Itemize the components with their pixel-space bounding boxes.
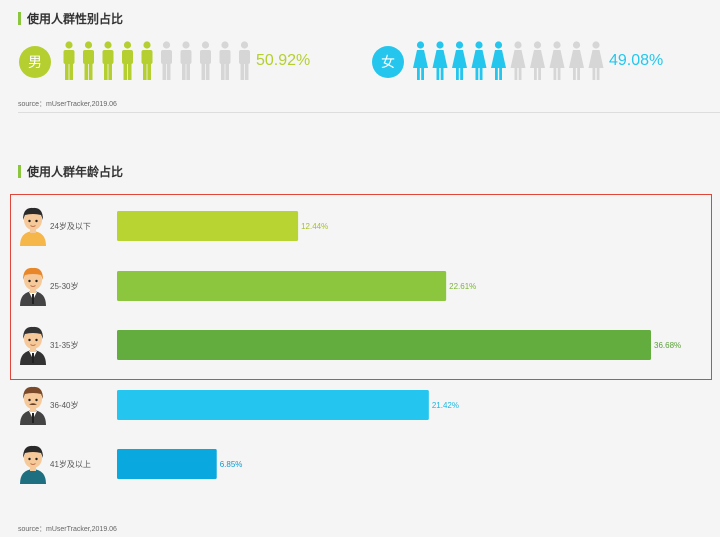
male-percent: 50.92% [256, 52, 311, 69]
age-category-label: 25-30岁 [50, 281, 78, 291]
male-badge: 男 [19, 46, 51, 78]
male-figures-chart [63, 41, 250, 80]
female-person-icon [491, 41, 506, 80]
suit-man-avatar-icon [20, 326, 46, 365]
female-person-icon [530, 41, 545, 80]
male-person-icon [219, 41, 231, 80]
gender-section-title: 使用人群性别占比 [18, 10, 123, 27]
age-bar [117, 390, 429, 420]
highlight-box [10, 194, 712, 380]
male-person-icon [122, 41, 133, 80]
female-person-icon [510, 41, 526, 80]
male-person-icon [102, 41, 114, 80]
female-person-icon [471, 41, 487, 80]
older-man-avatar-icon [20, 445, 46, 484]
female-badge-label: 女 [381, 54, 395, 70]
age-value-label: 21.42% [432, 401, 459, 410]
male-person-icon [83, 41, 94, 80]
female-person-icon [413, 41, 428, 80]
age-value-label: 12.44% [301, 222, 328, 231]
male-person-icon [180, 41, 192, 80]
female-person-icon [569, 41, 584, 80]
orange-hair-man-avatar-icon [20, 267, 46, 306]
female-person-icon [549, 41, 565, 80]
mustache-man-avatar-icon [20, 386, 46, 425]
male-person-icon [161, 41, 172, 80]
age-value-label: 36.68% [654, 341, 681, 350]
title-accent-bar [18, 12, 21, 25]
female-percent: 49.08% [609, 52, 664, 69]
age-bar [117, 271, 447, 301]
female-figures-chart [413, 41, 604, 80]
female-person-icon [588, 41, 604, 80]
age-category-label: 31-35岁 [50, 340, 78, 350]
title-accent-bar [18, 165, 21, 178]
age-bar-chart: 24岁及以下 12.44% 25-30岁 22.61% 31-35岁 36.68% 36-4… [20, 207, 681, 484]
age-bar [117, 330, 651, 360]
female-person-icon [452, 41, 467, 80]
male-person-icon [200, 41, 211, 80]
male-person-icon [141, 41, 153, 80]
female-person-icon [432, 41, 448, 80]
age-value-label: 6.85% [220, 460, 243, 469]
age-value-label: 22.61% [449, 282, 476, 291]
age-category-label: 36-40岁 [50, 400, 78, 410]
age-source-note: source：mUserTracker,2019.06 [18, 526, 117, 533]
gender-title-text: 使用人群性别占比 [27, 12, 124, 26]
age-category-label: 24岁及以下 [50, 221, 91, 231]
age-section-title: 使用人群年龄占比 [18, 163, 123, 180]
age-bar [117, 211, 299, 241]
age-title-text: 使用人群年龄占比 [27, 165, 124, 179]
female-badge: 女 [372, 46, 404, 78]
male-person-icon [63, 41, 75, 80]
age-category-label: 41岁及以上 [50, 459, 91, 469]
young-boy-avatar-icon [20, 207, 46, 246]
male-badge-label: 男 [28, 54, 42, 70]
gender-source-note: source：mUserTracker,2019.06 [18, 101, 117, 108]
section-divider [18, 112, 720, 113]
age-bar [117, 449, 217, 479]
male-person-icon [239, 41, 250, 80]
